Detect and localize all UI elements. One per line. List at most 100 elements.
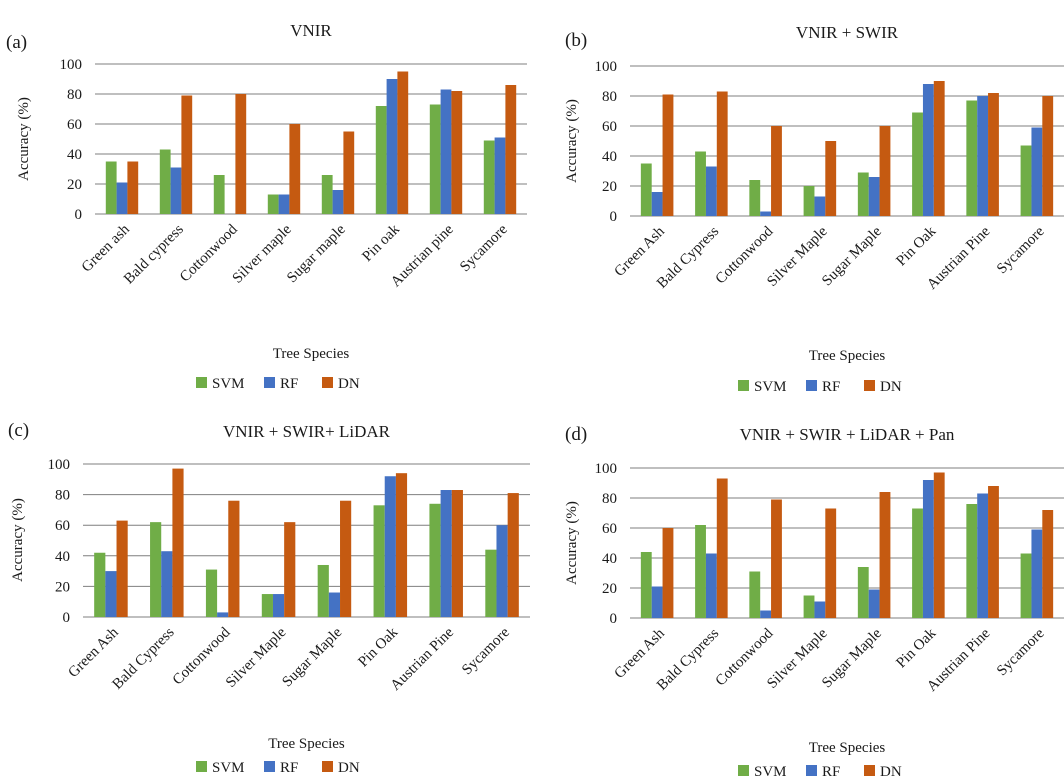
bar-dn <box>879 126 891 216</box>
category-label: Green Ash <box>65 624 122 681</box>
bar-svm <box>150 522 162 617</box>
legend-swatch-rf <box>264 761 275 772</box>
bar-svm <box>912 112 923 216</box>
y-tick-label: 0 <box>610 611 618 627</box>
y-tick-label: 60 <box>602 521 617 537</box>
bar-dn <box>716 91 728 216</box>
bar-dn <box>662 94 674 216</box>
legend-swatch-dn <box>322 377 333 388</box>
bar-rf <box>814 601 826 618</box>
legend-swatch-svm <box>738 765 749 776</box>
legend-swatch-dn <box>864 765 875 776</box>
y-tick-label: 0 <box>75 207 83 223</box>
bar-rf <box>496 525 508 617</box>
bar-svm <box>857 567 869 618</box>
category-label: Green ash <box>79 221 133 275</box>
legend-label-rf: RF <box>822 379 840 395</box>
x-axis-label: Tree Species <box>809 740 886 756</box>
bar-svm <box>803 186 815 216</box>
legend-swatch-svm <box>738 380 749 391</box>
series-rf <box>105 476 508 617</box>
panel-label: (c) <box>8 420 29 441</box>
chart-title: VNIR + SWIR+ LiDAR <box>223 422 391 441</box>
bar-rf <box>1031 529 1043 618</box>
bar-dn <box>988 93 999 216</box>
category-label: Sugar maple <box>284 221 349 286</box>
bar-rf <box>494 137 506 214</box>
bar-dn <box>228 500 240 617</box>
y-tick-label: 60 <box>67 117 82 133</box>
bar-dn <box>289 124 301 214</box>
bar-rf <box>1031 127 1043 216</box>
bar-svm <box>695 525 706 618</box>
y-tick-labels: 0 20 40 60 80 100 <box>60 57 83 223</box>
bar-rf <box>868 177 880 216</box>
y-tick-label: 60 <box>55 518 70 534</box>
bar-rf <box>384 476 396 617</box>
legend-label-svm: SVM <box>212 376 245 392</box>
category-label: Sycamore <box>457 221 511 275</box>
legend-swatch-dn <box>322 761 333 772</box>
bars <box>640 81 1054 216</box>
legend: SVM RF DN <box>196 760 360 776</box>
bar-dn <box>340 500 352 617</box>
bars <box>640 472 1054 618</box>
bar-svm <box>640 552 652 618</box>
bar-rf <box>170 167 182 214</box>
y-tick-label: 100 <box>595 461 618 477</box>
y-axis-label: Accuracy (%) <box>564 501 580 585</box>
legend-swatch-svm <box>196 377 207 388</box>
y-tick-label: 80 <box>55 488 70 504</box>
bar-rf <box>278 194 290 214</box>
category-label: Sugar Maple <box>279 624 345 690</box>
bar-svm <box>261 594 273 617</box>
bar-dn <box>397 71 409 214</box>
bar-svm <box>373 505 385 617</box>
bar-svm <box>429 503 441 617</box>
bar-rf <box>217 612 229 617</box>
bar-dn <box>716 478 728 618</box>
bar-rf <box>705 553 717 618</box>
bar-svm <box>966 100 978 216</box>
bar-rf <box>328 592 341 617</box>
legend-swatch-rf <box>264 377 275 388</box>
bar-rf <box>272 594 285 617</box>
y-tick-label: 40 <box>602 551 617 567</box>
series-dn <box>662 81 1054 216</box>
y-axis-label: Accuracy (%) <box>10 498 26 582</box>
bar-svm <box>1020 553 1032 618</box>
y-tick-labels: 0 20 40 60 80 100 <box>595 461 618 627</box>
legend-label-rf: RF <box>280 760 298 776</box>
legend-swatch-rf <box>806 765 817 776</box>
bar-dn <box>284 522 296 617</box>
bar-dn <box>235 94 247 214</box>
panel-label: (a) <box>6 32 27 53</box>
bar-dn <box>127 161 139 214</box>
bar-svm <box>803 595 815 618</box>
bar-rf <box>105 571 117 617</box>
bar-rf <box>814 196 826 216</box>
bar-svm <box>317 564 329 617</box>
bar-dn <box>1042 510 1054 618</box>
category-label: Pin Oak <box>355 624 401 670</box>
bar-dn <box>1042 96 1054 216</box>
bar-rf <box>386 79 398 214</box>
y-tick-label: 80 <box>67 87 82 103</box>
y-tick-label: 100 <box>48 457 71 473</box>
bar-svm <box>205 569 218 617</box>
y-axis-label: Accuracy (%) <box>16 97 32 181</box>
bar-svm <box>912 508 923 618</box>
bar-dn <box>451 91 463 214</box>
series-rf <box>651 480 1043 618</box>
category-label: Pin Oak <box>893 625 939 671</box>
bar-rf <box>977 493 989 618</box>
bar-dn <box>451 490 463 617</box>
legend-label-svm: SVM <box>212 760 245 776</box>
y-tick-label: 0 <box>63 610 71 626</box>
legend: SVM RF DN <box>738 764 902 780</box>
bar-rf <box>651 192 663 216</box>
